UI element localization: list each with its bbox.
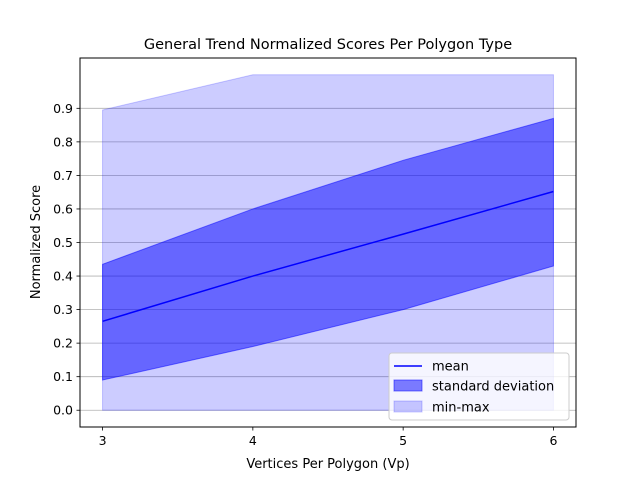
lines-layer [102, 190, 554, 323]
legend: mean standard deviation min-max [388, 352, 570, 421]
y-axis-ticks: 0.0 0.1 0.2 0.3 0.4 0.5 0.6 0.7 0.8 0.9 [53, 101, 80, 418]
y-tick-label: 0.0 [53, 403, 73, 418]
x-axis-label: Vertices Per Polygon (Vp) [246, 457, 409, 472]
x-axis-ticks: 3 4 5 6 [99, 427, 557, 448]
x-tick-label: 3 [99, 433, 107, 448]
x-tick-label: 5 [399, 433, 407, 448]
y-tick-label: 0.5 [53, 235, 73, 250]
legend-label-min-max: min-max [432, 401, 490, 416]
chart-title: General Trend Normalized Scores Per Poly… [144, 37, 512, 53]
y-axis-label: Normalized Score [29, 185, 44, 299]
y-tick-label: 0.4 [53, 269, 73, 284]
legend-label-mean: mean [432, 360, 469, 375]
legend-frame [388, 352, 570, 421]
x-tick-label: 4 [249, 433, 257, 448]
y-tick-label: 0.7 [53, 168, 73, 183]
y-tick-label: 0.8 [53, 134, 73, 149]
y-tick-label: 0.9 [53, 101, 73, 116]
band-standard-deviation [102, 117, 554, 381]
y-tick-label: 0.3 [53, 302, 73, 317]
x-tick-label: 6 [549, 433, 557, 448]
line-mean [102, 190, 554, 323]
y-tick-label: 0.1 [53, 369, 73, 384]
y-tick-label: 0.2 [53, 336, 73, 351]
legend-swatch-standard-deviation [393, 379, 423, 392]
legend-label-standard-deviation: standard deviation [432, 380, 554, 395]
legend-swatch-min-max [393, 400, 423, 413]
y-tick-label: 0.6 [53, 201, 73, 216]
